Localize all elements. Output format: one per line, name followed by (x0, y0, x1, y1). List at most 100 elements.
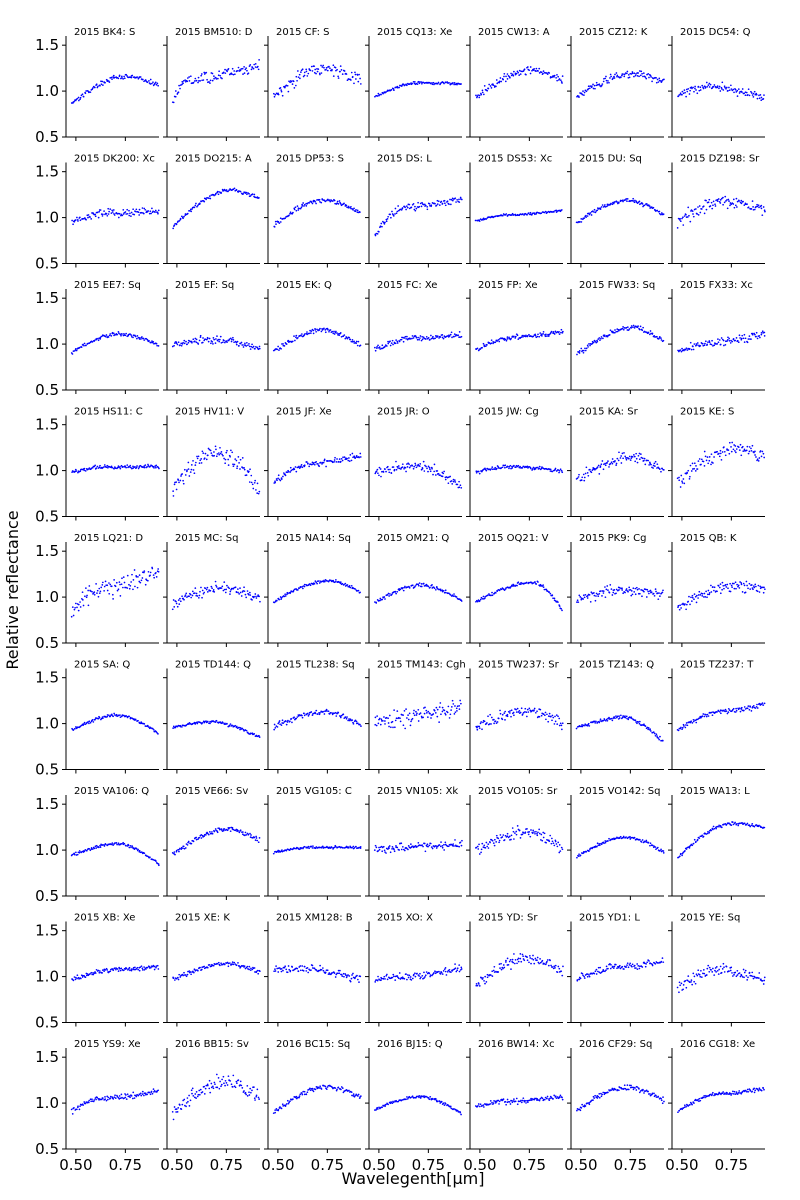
data-point (287, 471, 290, 473)
panel-title: 2015 EE7: Sq (74, 280, 141, 291)
data-point (496, 590, 499, 593)
data-point (157, 209, 160, 212)
data-point (223, 581, 226, 584)
data-point (133, 213, 136, 216)
data-point (136, 76, 139, 79)
data-point (417, 336, 419, 339)
data-point (375, 602, 378, 604)
data-point (511, 467, 514, 469)
data-point (498, 340, 501, 343)
data-point (622, 200, 624, 203)
data-point (492, 718, 495, 721)
data-point (154, 466, 157, 469)
data-point (760, 455, 763, 458)
data-point (406, 717, 408, 719)
data-point (333, 330, 335, 333)
data-point (480, 93, 483, 96)
data-point (249, 348, 252, 350)
data-point (703, 592, 706, 595)
data-point (282, 722, 285, 724)
data-point (449, 594, 452, 596)
data-point (529, 709, 532, 712)
data-point (626, 198, 629, 200)
data-point (686, 724, 689, 727)
data-point (387, 722, 390, 724)
data-point (728, 337, 731, 340)
data-point (583, 476, 586, 479)
data-point (152, 81, 154, 84)
data-point (537, 70, 539, 72)
data-point (135, 466, 138, 469)
data-point (232, 336, 234, 339)
data-point (413, 208, 416, 211)
data-point (627, 73, 630, 76)
data-point (257, 348, 260, 351)
data-point (738, 200, 740, 202)
data-point (250, 481, 253, 484)
data-point (753, 585, 755, 587)
data-point (309, 584, 312, 587)
data-point (702, 344, 705, 347)
data-point (716, 342, 719, 345)
data-point (139, 76, 142, 78)
data-point (91, 466, 94, 469)
data-point (553, 723, 556, 725)
data-point (602, 592, 605, 594)
data-point (307, 715, 310, 717)
data-point (195, 341, 198, 344)
data-point (750, 338, 752, 340)
data-point (490, 723, 492, 725)
data-point (149, 83, 152, 85)
data-point (676, 477, 679, 480)
data-point (513, 214, 515, 216)
data-point (433, 587, 436, 590)
data-point (600, 337, 602, 340)
data-point (694, 344, 697, 347)
data-point (732, 337, 735, 340)
data-point (552, 716, 555, 719)
data-point (213, 338, 216, 341)
data-point (258, 734, 260, 737)
data-point (136, 465, 138, 467)
data-point (75, 726, 77, 728)
data-point (503, 712, 506, 715)
data-point (492, 342, 494, 345)
data-point (342, 456, 344, 459)
data-point (719, 709, 722, 712)
data-point (730, 203, 733, 206)
data-point (129, 466, 132, 469)
data-point (560, 607, 563, 610)
data-point (349, 338, 352, 341)
data-point (657, 737, 660, 739)
data-point (251, 193, 254, 195)
data-point (703, 715, 706, 718)
data-point (344, 337, 347, 340)
data-point (519, 583, 522, 586)
data-point (746, 93, 749, 96)
data-point (509, 712, 511, 714)
data-point (533, 68, 535, 70)
data-point (444, 204, 447, 207)
data-point (303, 714, 306, 717)
data-point (727, 711, 730, 713)
data-point (384, 345, 386, 348)
data-point (287, 90, 290, 93)
data-point (381, 470, 383, 473)
data-point (194, 587, 197, 589)
data-point (540, 714, 543, 717)
data-point (390, 726, 392, 729)
data-point (638, 722, 641, 725)
data-point (656, 735, 658, 737)
data-point (553, 74, 556, 77)
data-point (313, 71, 316, 74)
data-point (582, 598, 585, 600)
data-point (763, 335, 766, 337)
data-point (763, 94, 765, 96)
data-point (486, 722, 488, 724)
data-point (80, 724, 83, 727)
data-point (500, 588, 503, 591)
data-point (202, 79, 205, 81)
data-point (257, 492, 260, 495)
data-point (406, 335, 408, 338)
data-point (384, 221, 386, 224)
